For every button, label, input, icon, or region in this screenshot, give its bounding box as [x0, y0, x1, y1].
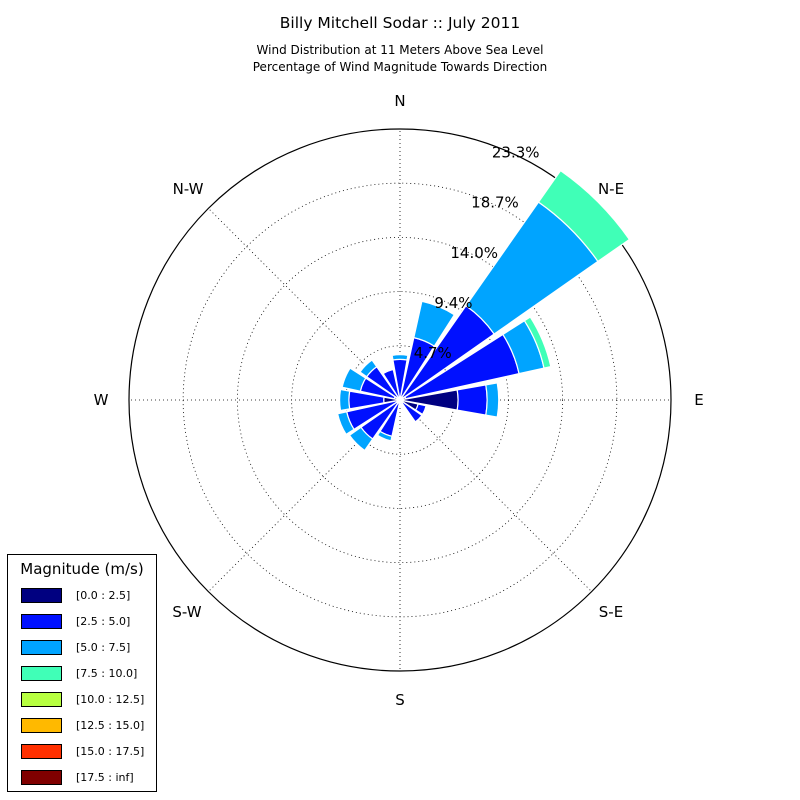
- legend-label: [7.5 : 10.0]: [76, 667, 138, 680]
- bar-sector-0-bin-2: [391, 354, 409, 361]
- legend-title: Magnitude (m/s): [20, 560, 144, 578]
- legend-label: [12.5 : 15.0]: [76, 719, 145, 732]
- outer-circle: [128, 128, 672, 672]
- direction-label-n-w: N-W: [173, 180, 204, 198]
- bar-sector-6-bin-1: [401, 401, 423, 423]
- legend: Magnitude (m/s) [0.0 : 2.5] [2.5 : 5.0] [5…: [7, 554, 157, 792]
- grid-spoke-s-e: [399, 399, 592, 592]
- bar-sector-9-bin-2: [376, 430, 393, 442]
- bar-sector-4-bin-1: [456, 384, 488, 416]
- legend-swatch: [21, 666, 62, 681]
- axis-labels: N N-E E S-E S S-W W N-W 4.7% 9.4% 14.0% 18.7% 23.3%: [94, 92, 704, 709]
- radial-tick-label-2: 9.4%: [434, 294, 472, 312]
- radial-tick-label-1: 4.7%: [414, 344, 452, 362]
- legend-label: [0.0 : 2.5]: [76, 589, 131, 602]
- legend-swatch: [21, 770, 62, 785]
- direction-label-s-e: S-E: [599, 603, 623, 621]
- legend-swatch: [21, 588, 62, 603]
- bar-sector-4-bin-2: [485, 382, 500, 418]
- legend-label: [2.5 : 5.0]: [76, 615, 131, 628]
- bar-sector-14-bin-2: [359, 359, 378, 378]
- direction-label-s-w: S-W: [172, 603, 201, 621]
- bar-sector-2-bin-3: [537, 169, 631, 263]
- direction-label-n-e: N-E: [598, 180, 624, 198]
- legend-label: [17.5 : inf]: [76, 771, 134, 784]
- legend-label: [15.0 : 17.5]: [76, 745, 145, 758]
- grid-circle-3: [236, 236, 564, 564]
- legend-label: [10.0 : 12.5]: [76, 693, 145, 706]
- direction-label-e: E: [694, 391, 703, 409]
- direction-label-n: N: [394, 92, 405, 110]
- legend-swatch: [21, 718, 62, 733]
- bar-sector-5-bin-1: [414, 403, 427, 416]
- bar-sector-11-bin-2: [336, 411, 355, 436]
- chart-subtitle-line-2: Percentage of Wind Magnitude Towards Dir…: [253, 60, 547, 74]
- rose-bars: [336, 169, 631, 452]
- bar-sector-10-bin-2: [348, 426, 374, 452]
- radial-tick-label-3: 14.0%: [450, 244, 498, 262]
- bar-sector-15-bin-2: [381, 367, 394, 375]
- legend-label: [5.0 : 7.5]: [76, 641, 131, 654]
- bar-sector-3-bin-3: [523, 316, 552, 369]
- direction-label-s: S: [395, 691, 405, 709]
- legend-swatch: [21, 640, 62, 655]
- legend-swatch: [21, 692, 62, 707]
- direction-label-w: W: [94, 391, 109, 409]
- bar-sector-12-bin-2: [338, 388, 351, 412]
- radial-tick-label-4: 18.7%: [471, 194, 519, 212]
- chart-subtitle-line-1: Wind Distribution at 11 Meters Above Sea…: [257, 43, 544, 57]
- chart-title: Billy Mitchell Sodar :: July 2011: [280, 14, 520, 32]
- bar-sector-1-bin-2: [413, 300, 456, 347]
- legend-swatch: [21, 614, 62, 629]
- legend-swatch: [21, 744, 62, 759]
- bar-sector-13-bin-2: [341, 367, 367, 392]
- radial-tick-label-5: 23.3%: [492, 144, 540, 162]
